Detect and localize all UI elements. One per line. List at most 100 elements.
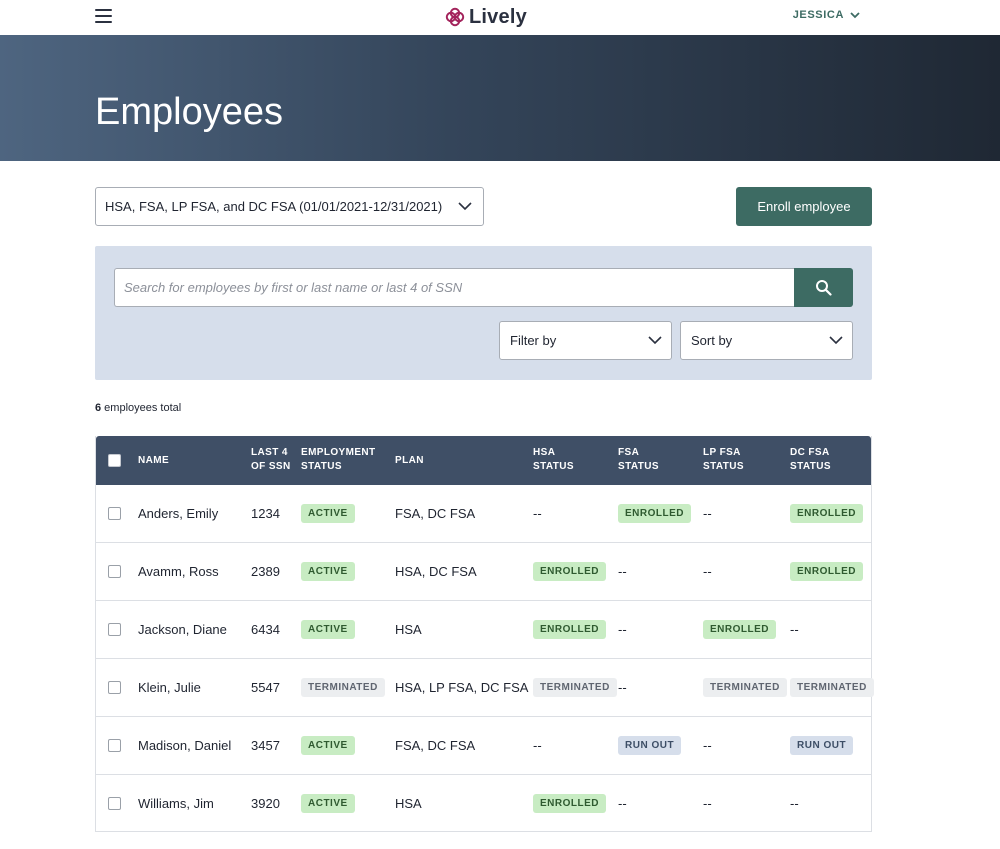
dc-fsa-status: --: [790, 796, 799, 811]
header-lp-fsa-status[interactable]: LP FSA STATUS: [703, 446, 744, 474]
header-name[interactable]: NAME: [138, 455, 170, 466]
employee-name[interactable]: Klein, Julie: [138, 680, 201, 695]
header-dc-line2: STATUS: [790, 461, 831, 472]
table-row[interactable]: Jackson, Diane 6434 ACTIVE HSA ENROLLED …: [96, 601, 871, 659]
filter-by-dropdown[interactable]: Filter by: [499, 321, 672, 360]
select-all-checkbox[interactable]: [108, 454, 121, 467]
header-plan[interactable]: PLAN: [395, 455, 424, 466]
employment-status-badge: ACTIVE: [301, 504, 355, 523]
lp-fsa-status: --: [703, 564, 712, 579]
table-row[interactable]: Avamm, Ross 2389 ACTIVE HSA, DC FSA ENRO…: [96, 543, 871, 601]
lp-fsa-status-badge: TERMINATED: [703, 678, 787, 697]
employees-table: NAME LAST 4 OF SSN EMPLOYMENT STATUS PLA…: [95, 436, 874, 832]
employment-status-badge: ACTIVE: [301, 794, 355, 813]
fsa-status: --: [618, 796, 627, 811]
header-employment-status[interactable]: EMPLOYMENT STATUS: [301, 446, 376, 474]
header-emp-line1: EMPLOYMENT: [301, 447, 376, 458]
row-checkbox[interactable]: [108, 681, 121, 694]
lively-logo[interactable]: Lively: [445, 3, 527, 31]
employee-name[interactable]: Anders, Emily: [138, 506, 219, 521]
employee-ssn: 6434: [251, 622, 280, 637]
employment-status-badge: ACTIVE: [301, 620, 355, 639]
hamburger-menu-icon[interactable]: [95, 9, 112, 23]
plan-year-select[interactable]: HSA, FSA, LP FSA, and DC FSA (01/01/2021…: [95, 187, 484, 226]
employee-plan: FSA, DC FSA: [395, 738, 476, 753]
employee-count-suffix: employees total: [101, 402, 182, 414]
employee-name[interactable]: Williams, Jim: [138, 796, 214, 811]
plan-select-value: HSA, FSA, LP FSA, and DC FSA (01/01/2021…: [105, 199, 443, 214]
employee-plan: HSA: [395, 622, 422, 637]
hero-banner: Employees: [0, 35, 1000, 161]
row-checkbox[interactable]: [108, 739, 121, 752]
dc-fsa-status-badge: RUN OUT: [790, 736, 854, 755]
hsa-status-badge: ENROLLED: [533, 562, 606, 581]
employee-plan: HSA, LP FSA, DC FSA: [395, 680, 529, 695]
chevron-down-icon: [850, 11, 860, 18]
search-button[interactable]: [794, 268, 853, 307]
employee-ssn: 1234: [251, 506, 280, 521]
header-dc-fsa-status[interactable]: DC FSA STATUS: [790, 446, 831, 474]
page-title: Employees: [95, 91, 283, 133]
header-ssn[interactable]: LAST 4 OF SSN: [251, 446, 291, 474]
employee-count: 6 employees total: [95, 402, 181, 414]
hsa-status: --: [533, 506, 542, 521]
fsa-status: --: [618, 564, 627, 579]
header-hsa-status[interactable]: HSA STATUS: [533, 446, 574, 474]
employee-name[interactable]: Jackson, Diane: [138, 622, 227, 637]
enroll-employee-button[interactable]: Enroll employee: [736, 187, 872, 226]
table-row[interactable]: Klein, Julie 5547 TERMINATED HSA, LP FSA…: [96, 659, 874, 717]
row-checkbox[interactable]: [108, 565, 121, 578]
user-menu[interactable]: JESSICA: [793, 9, 860, 21]
table-row[interactable]: Williams, Jim 3920 ACTIVE HSA ENROLLED -…: [96, 775, 871, 832]
row-checkbox[interactable]: [108, 797, 121, 810]
employee-ssn: 3457: [251, 738, 280, 753]
logo-text: Lively: [469, 5, 527, 28]
hsa-status-badge: ENROLLED: [533, 620, 606, 639]
row-checkbox[interactable]: [108, 623, 121, 636]
lp-fsa-status: --: [703, 506, 712, 521]
sort-by-dropdown[interactable]: Sort by: [680, 321, 853, 360]
table-header: NAME LAST 4 OF SSN EMPLOYMENT STATUS PLA…: [96, 436, 871, 485]
employment-status-badge: TERMINATED: [301, 678, 385, 697]
chevron-down-icon: [648, 336, 662, 345]
dc-fsa-status-badge: ENROLLED: [790, 504, 863, 523]
employee-name[interactable]: Madison, Daniel: [138, 738, 232, 753]
employee-search-input[interactable]: [114, 268, 795, 307]
fsa-status: --: [618, 680, 627, 695]
fsa-status-badge: ENROLLED: [618, 504, 691, 523]
employee-ssn: 2389: [251, 564, 280, 579]
header-lp-line1: LP FSA: [703, 447, 741, 458]
chevron-down-icon: [829, 336, 843, 345]
hsa-status: --: [533, 738, 542, 753]
employee-plan: HSA, DC FSA: [395, 564, 477, 579]
table-row[interactable]: Madison, Daniel 3457 ACTIVE FSA, DC FSA …: [96, 717, 871, 775]
search-panel: Filter by Sort by: [95, 246, 872, 380]
header-fsa-status[interactable]: FSA STATUS: [618, 446, 659, 474]
header-emp-line2: STATUS: [301, 461, 342, 472]
header-lp-line2: STATUS: [703, 461, 744, 472]
employment-status-badge: ACTIVE: [301, 562, 355, 581]
dc-fsa-status-badge: ENROLLED: [790, 562, 863, 581]
employee-name[interactable]: Avamm, Ross: [138, 564, 219, 579]
sort-by-label: Sort by: [691, 333, 733, 348]
hsa-status-badge: TERMINATED: [533, 678, 617, 697]
lp-fsa-status: --: [703, 738, 712, 753]
row-checkbox[interactable]: [108, 507, 121, 520]
header-hsa-line1: HSA: [533, 447, 556, 458]
table-row[interactable]: Anders, Emily 1234 ACTIVE FSA, DC FSA --…: [96, 485, 871, 543]
dc-fsa-status-badge: TERMINATED: [790, 678, 874, 697]
fsa-status-badge: RUN OUT: [618, 736, 682, 755]
fsa-status: --: [618, 622, 627, 637]
chevron-down-icon: [458, 202, 472, 211]
dc-fsa-status: --: [790, 622, 799, 637]
user-name: JESSICA: [792, 9, 844, 21]
lively-logo-icon: [445, 7, 465, 27]
header-ssn-line2: OF SSN: [251, 461, 291, 472]
header-fsa-line2: STATUS: [618, 461, 659, 472]
search-icon: [816, 280, 832, 296]
header-hsa-line2: STATUS: [533, 461, 574, 472]
hsa-status-badge: ENROLLED: [533, 794, 606, 813]
top-bar: Lively JESSICA: [0, 0, 1000, 35]
employee-ssn: 3920: [251, 796, 280, 811]
employee-plan: HSA: [395, 796, 422, 811]
